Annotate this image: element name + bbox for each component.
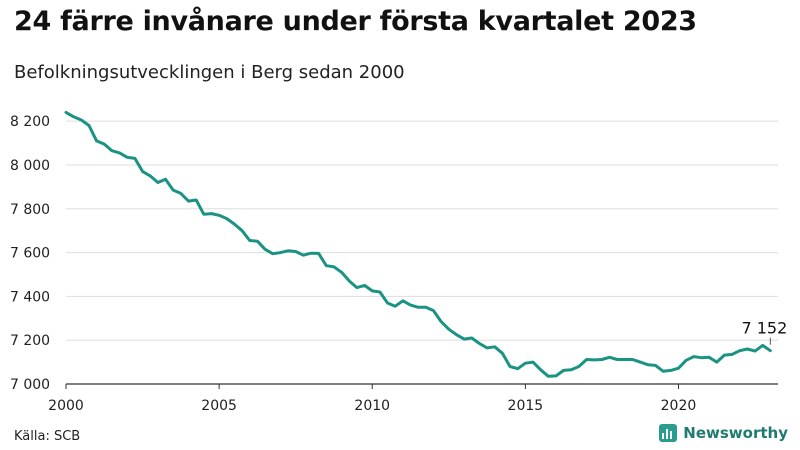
brand-name: Newsworthy (683, 424, 788, 442)
axes: 7 000 7 200 7 400 7 600 7 800 8 000 8 200 2000 2… (10, 114, 778, 414)
y-tick-label: 7 400 (10, 289, 50, 305)
series-line (64, 110, 772, 378)
last-value-label: 7 152 (741, 319, 787, 338)
chart-subtitle: Befolkningsutvecklingen i Berg sedan 200… (14, 62, 405, 83)
x-tick-label: 2020 (661, 398, 697, 414)
source-note: Källa: SCB (14, 429, 81, 444)
y-tick-label: 8 200 (10, 114, 50, 130)
x-tick-label: 2005 (201, 398, 237, 414)
y-tick-label: 7 600 (10, 246, 50, 262)
brand-logo: Newsworthy (659, 424, 788, 442)
y-tick-label: 7 000 (10, 377, 50, 393)
y-tick-label: 8 000 (10, 158, 50, 174)
y-tick-label: 7 800 (10, 202, 50, 218)
y-tick-label: 7 200 (10, 333, 50, 349)
x-tick-label: 2010 (354, 398, 390, 414)
bar-chart-logo-icon (659, 424, 678, 442)
x-tick-label: 2000 (48, 398, 84, 414)
gridlines (66, 120, 778, 341)
chart-title: 24 färre invånare under första kvartalet… (14, 6, 697, 37)
data-labels: 7 152 (741, 319, 787, 345)
x-tick-label: 2015 (508, 398, 544, 414)
series-group (64, 110, 772, 378)
